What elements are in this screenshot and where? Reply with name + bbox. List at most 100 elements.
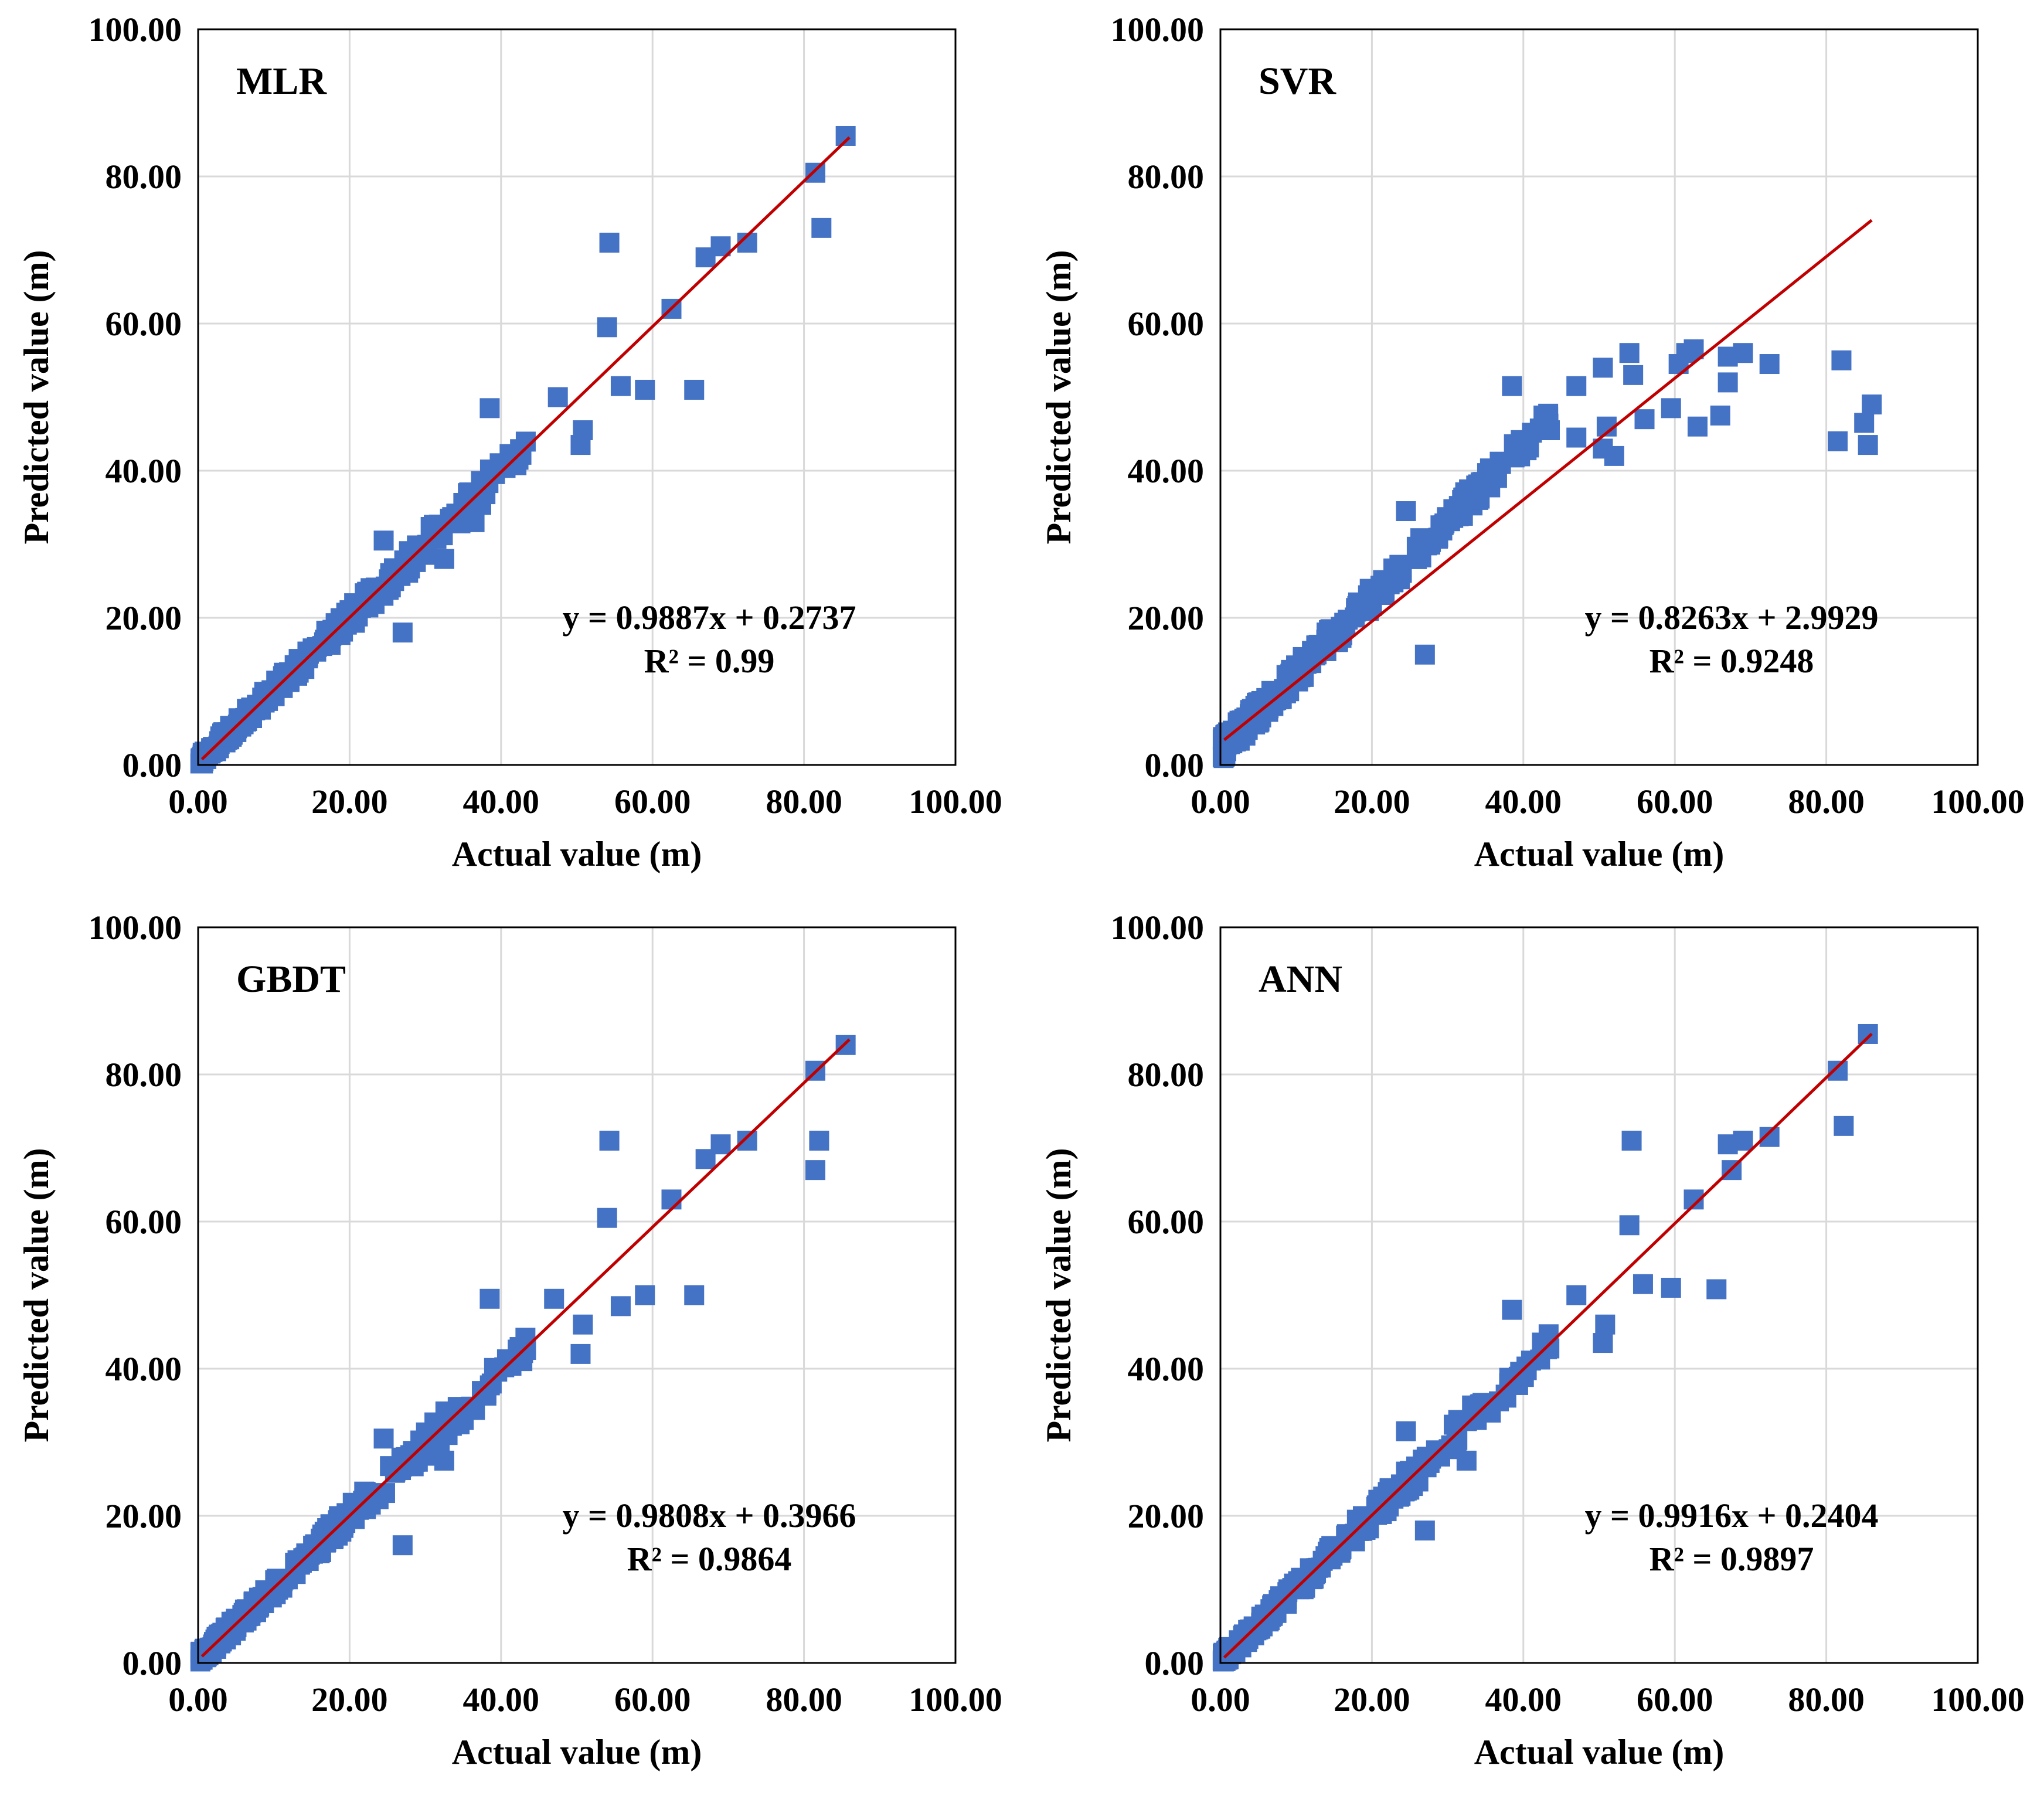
data-point [597, 317, 617, 338]
r-squared: R² = 0.9248 [1650, 642, 1814, 680]
data-points [190, 125, 856, 774]
data-point [684, 379, 705, 400]
data-point [407, 1451, 428, 1472]
data-point [1540, 420, 1560, 440]
y-tick-label: 20.00 [106, 599, 182, 637]
chart-panel-gbdt: 0.00 20.00 40.00 60.00 80.00 100.00 0.00 20.00 4… [0, 898, 1022, 1796]
y-tick-label: 100.00 [1111, 11, 1205, 49]
x-tick-label: 20.00 [1334, 1681, 1410, 1719]
y-tick-label: 20.00 [106, 1497, 182, 1535]
y-tick-label: 80.00 [106, 158, 182, 196]
data-point [573, 420, 593, 440]
data-point [1502, 376, 1522, 396]
data-point [233, 1603, 254, 1623]
trend-line [1223, 219, 1873, 741]
data-point [547, 387, 568, 407]
y-tick-label: 0.00 [123, 1644, 182, 1682]
x-tick-label: 40.00 [1485, 783, 1562, 821]
data-point [805, 1160, 825, 1181]
data-point [1733, 1130, 1753, 1151]
y-tick-label: 60.00 [1128, 1203, 1205, 1241]
data-point [610, 376, 631, 396]
data-point [1379, 1478, 1400, 1498]
data-point [392, 1535, 413, 1556]
data-point [391, 1460, 411, 1481]
data-point [1593, 358, 1613, 378]
chart-panel-svr: 0.00 20.00 40.00 60.00 80.00 100.00 0.00 20.00 4… [1022, 0, 2044, 898]
data-point [1389, 555, 1410, 575]
data-point [345, 613, 365, 633]
chart-panel-mlr: 0.00 20.00 40.00 60.00 80.00 100.00 0.00 20.00 4… [0, 0, 1022, 898]
data-point [1593, 1333, 1613, 1353]
data-point [434, 549, 454, 569]
data-point [1687, 416, 1708, 437]
y-tick-label: 0.00 [1145, 1644, 1205, 1682]
plot-border [197, 28, 957, 766]
data-point [362, 590, 383, 610]
x-tick-label: 80.00 [766, 783, 842, 821]
regression-equation: y = 0.8263x + 2.9929 [1584, 598, 1878, 637]
trend-line [1223, 1032, 1873, 1659]
data-point [805, 162, 825, 183]
x-tick-label: 60.00 [614, 1681, 691, 1719]
data-point [1759, 354, 1780, 375]
data-point [635, 379, 655, 400]
data-point [661, 1189, 682, 1210]
y-tick-label: 0.00 [1145, 746, 1205, 784]
y-axis-title: Predicted value (m) [1039, 1148, 1078, 1442]
data-point [1396, 501, 1416, 522]
chart-svg-gbdt: 0.00 20.00 40.00 60.00 80.00 100.00 0.00 20.00 4… [17, 909, 1002, 1771]
data-point [1623, 365, 1644, 385]
x-tick-label: 0.00 [168, 783, 228, 821]
data-point [1276, 1592, 1296, 1613]
data-point [1858, 435, 1878, 455]
y-tick-label: 60.00 [106, 1203, 182, 1241]
x-tick-label: 40.00 [1485, 1681, 1562, 1719]
data-point [684, 1285, 705, 1305]
x-tick-label: 0.00 [1191, 1681, 1250, 1719]
y-tick-label: 80.00 [1128, 1056, 1205, 1094]
data-point [1733, 343, 1753, 363]
data-point [1619, 343, 1640, 363]
x-tick-label: 80.00 [766, 1681, 842, 1719]
data-point [599, 1130, 620, 1151]
panel-title: SVR [1259, 60, 1336, 103]
data-point [597, 1207, 617, 1228]
data-point [1710, 405, 1730, 426]
x-tick-label: 20.00 [311, 783, 388, 821]
y-tick-label: 40.00 [1128, 452, 1205, 490]
y-tick-label: 80.00 [106, 1056, 182, 1094]
y-tick-label: 100.00 [1111, 909, 1205, 947]
data-point [1472, 472, 1493, 492]
data-point [570, 1343, 591, 1364]
y-tick-label: 20.00 [1128, 1497, 1205, 1535]
data-point [610, 1296, 631, 1317]
data-point [1411, 547, 1431, 567]
y-tick-label: 40.00 [1128, 1350, 1205, 1388]
data-point [1619, 1215, 1640, 1236]
plot-border [1219, 28, 1979, 766]
data-point [1212, 744, 1233, 765]
data-point [1604, 445, 1624, 466]
x-tick-label: 60.00 [614, 783, 691, 821]
data-point [1566, 1285, 1587, 1305]
x-axis-title: Actual value (m) [452, 1733, 702, 1771]
panel-title: GBDT [236, 958, 346, 1001]
data-point [1621, 1130, 1642, 1151]
x-tick-label: 100.00 [909, 1681, 1002, 1719]
chart-panel-ann: 0.00 20.00 40.00 60.00 80.00 100.00 0.00 20.00 4… [1022, 898, 2044, 1796]
data-point [505, 445, 526, 465]
x-tick-label: 100.00 [909, 783, 1002, 821]
data-point [1633, 1274, 1653, 1294]
r-squared: R² = 0.9864 [627, 1540, 792, 1578]
data-point [1414, 644, 1435, 665]
y-axis-title: Predicted value (m) [1039, 250, 1078, 544]
plot-border [1219, 926, 1979, 1664]
x-tick-label: 40.00 [463, 783, 540, 821]
trend-line [200, 136, 851, 761]
y-tick-label: 20.00 [1128, 599, 1205, 637]
data-point [1634, 409, 1655, 430]
data-point [1827, 1060, 1848, 1081]
y-tick-label: 100.00 [89, 909, 182, 947]
data-point [1595, 1314, 1616, 1335]
